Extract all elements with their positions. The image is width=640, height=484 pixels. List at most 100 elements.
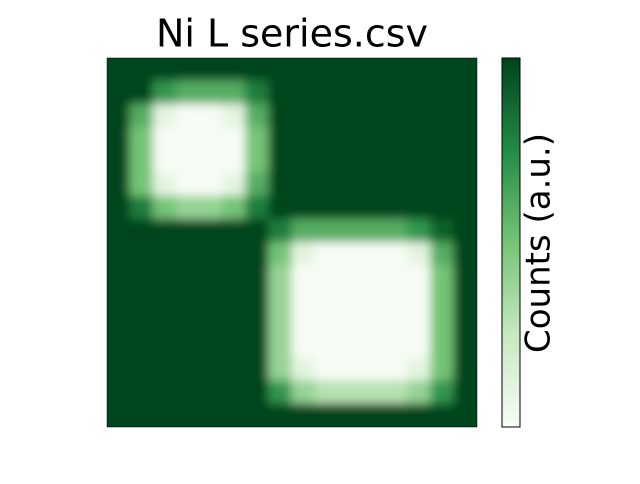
heatmap-cell: [430, 149, 455, 174]
heatmap-cell: [129, 242, 154, 267]
heatmap-cell: [152, 242, 177, 267]
heatmap-cell: [199, 380, 224, 405]
heatmap-cell: [175, 288, 200, 313]
heatmap-cell: [199, 357, 224, 382]
heatmap-cell: [152, 403, 177, 427]
heatmap-cell: [291, 311, 316, 336]
heatmap-cell: [430, 58, 455, 82]
heatmap-cells: [107, 58, 477, 427]
heatmap-cell: [175, 357, 200, 382]
heatmap-cell: [337, 58, 362, 82]
heatmap-cell: [407, 242, 432, 267]
heatmap-cell: [314, 126, 339, 151]
heatmap-cell: [337, 311, 362, 336]
heatmap-cell: [453, 380, 477, 405]
heatmap-cell: [152, 58, 177, 82]
heatmap-cell: [314, 80, 339, 105]
heatmap-cell: [314, 242, 339, 267]
heatmap-cell: [407, 195, 432, 220]
heatmap-cell: [152, 311, 177, 336]
heatmap-cell: [245, 149, 270, 174]
heatmap-cell: [199, 288, 224, 313]
heatmap-cell: [222, 172, 247, 197]
heatmap-cell: [175, 149, 200, 174]
heatmap-cell: [430, 334, 455, 359]
map-frame: [106, 57, 478, 428]
heatmap-cell: [268, 80, 293, 105]
heatmap-cell: [314, 172, 339, 197]
heatmap-cell: [222, 126, 247, 151]
heatmap-cell: [430, 80, 455, 105]
heatmap-cell: [407, 288, 432, 313]
heatmap-cell: [291, 265, 316, 290]
heatmap-cell: [407, 265, 432, 290]
heatmap-cell: [152, 126, 177, 151]
heatmap-cell: [384, 58, 409, 82]
heatmap-cell: [453, 288, 477, 313]
heatmap-cell: [453, 218, 477, 243]
chart-title: Ni L series.csv: [156, 12, 428, 56]
heatmap-cell: [222, 218, 247, 243]
heatmap-cell: [268, 218, 293, 243]
heatmap-cell: [152, 172, 177, 197]
heatmap-cell: [430, 242, 455, 267]
heatmap-cell: [453, 311, 477, 336]
heatmap-cell: [453, 58, 477, 82]
heatmap-cell: [175, 311, 200, 336]
heatmap-cell: [107, 403, 131, 427]
heatmap-cell: [360, 149, 385, 174]
heatmap-cell: [291, 195, 316, 220]
heatmap-cell: [337, 149, 362, 174]
heatmap-cell: [222, 58, 247, 82]
heatmap-cell: [175, 265, 200, 290]
heatmap-cell: [129, 80, 154, 105]
heatmap-cell: [291, 218, 316, 243]
heatmap-cell: [222, 103, 247, 128]
heatmap-cell: [199, 403, 224, 427]
heatmap-cell: [268, 58, 293, 82]
heatmap-cell: [407, 103, 432, 128]
heatmap-cell: [337, 103, 362, 128]
heatmap-cell: [291, 403, 316, 427]
heatmap-cell: [175, 334, 200, 359]
heatmap-cell: [129, 265, 154, 290]
heatmap-cell: [152, 265, 177, 290]
heatmap-cell: [384, 403, 409, 427]
heatmap-cell: [430, 126, 455, 151]
heatmap-cell: [384, 218, 409, 243]
heatmap-cell: [407, 403, 432, 427]
colorbar: [501, 57, 521, 428]
heatmap-cell: [129, 103, 154, 128]
heatmap-cell: [268, 380, 293, 405]
heatmap-cell: [268, 149, 293, 174]
heatmap-cell: [384, 149, 409, 174]
heatmap-cell: [222, 195, 247, 220]
heatmap-cell: [199, 195, 224, 220]
heatmap-cell: [268, 103, 293, 128]
heatmap-cell: [360, 103, 385, 128]
heatmap-cell: [129, 334, 154, 359]
heatmap-cell: [407, 357, 432, 382]
heatmap-cell: [384, 288, 409, 313]
heatmap-cell: [291, 357, 316, 382]
heatmap-cell: [129, 195, 154, 220]
heatmap-cell: [268, 172, 293, 197]
heatmap-cell: [453, 103, 477, 128]
heatmap-cell: [384, 126, 409, 151]
heatmap-cell: [129, 172, 154, 197]
heatmap-cell: [291, 126, 316, 151]
heatmap-cell: [175, 126, 200, 151]
heatmap-cell: [129, 149, 154, 174]
heatmap-cell: [175, 58, 200, 82]
heatmap-cell: [337, 403, 362, 427]
heatmap-cell: [129, 218, 154, 243]
heatmap-cell: [291, 103, 316, 128]
heatmap-cell: [384, 195, 409, 220]
heatmap-cell: [360, 403, 385, 427]
heatmap-cell: [430, 357, 455, 382]
heatmap-cell: [245, 334, 270, 359]
heatmap-cell: [430, 103, 455, 128]
heatmap-cell: [129, 126, 154, 151]
heatmap-cell: [291, 149, 316, 174]
